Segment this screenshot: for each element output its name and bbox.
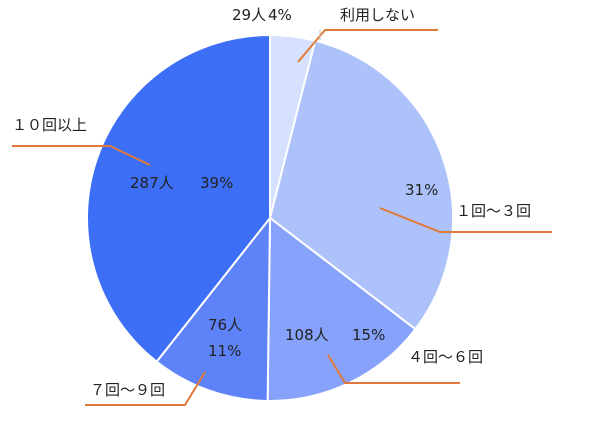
slice-1-percent: 31% [405, 181, 438, 199]
leader-line-2 [327, 354, 460, 384]
slice-3-count: 76人 [208, 316, 242, 334]
leader-line-4 [12, 145, 151, 166]
pie-slice-3 [155, 215, 272, 402]
slice-0-category: 利用しない [340, 6, 415, 24]
leader-line-1 [379, 207, 552, 233]
slice-4-count: 287人 [130, 174, 174, 192]
slice-0-percent: 4% [268, 6, 292, 24]
slice-2-category: ４回～６回 [408, 348, 483, 366]
pie-slices [85, 33, 454, 402]
leader-line-0 [297, 29, 438, 63]
slice-1-category: １回～３回 [456, 202, 531, 220]
slice-0-count: 29人 [232, 6, 266, 24]
slice-4-category: １０回以上 [12, 116, 87, 134]
slice-3-percent: 11% [208, 342, 241, 360]
pie-slice-1 [268, 39, 454, 331]
leader-lines [12, 29, 552, 406]
slice-4-percent: 39% [200, 174, 233, 192]
slice-3-category: ７回～９回 [90, 381, 165, 399]
slice-2-count: 108人 [285, 326, 329, 344]
pie-slice-4 [85, 33, 271, 364]
slice-2-percent: 15% [352, 326, 385, 344]
leader-line-3 [85, 371, 206, 406]
